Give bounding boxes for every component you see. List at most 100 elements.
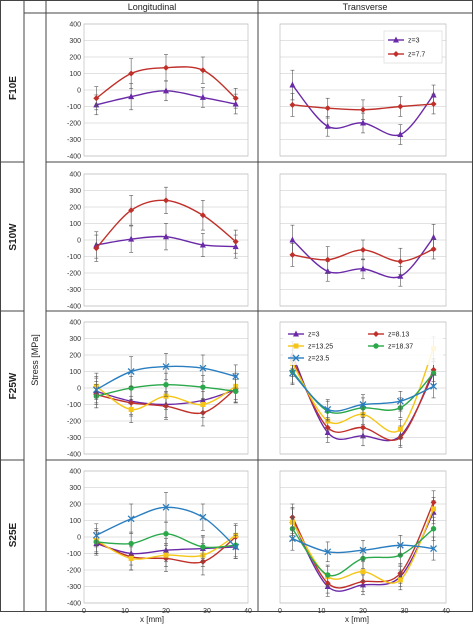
data-point <box>199 212 206 219</box>
y-axis-label: Stress [MPa] <box>30 334 40 386</box>
data-point <box>200 384 206 390</box>
x-tick-label: 40 <box>442 608 450 615</box>
data-point <box>430 370 437 376</box>
panel-f25w-longitudinal: -400 -300 -200 -100 0 100 200 300 400 <box>67 320 249 459</box>
legend-box <box>283 325 443 365</box>
data-point <box>430 382 438 390</box>
row-label-f25w: F25W <box>8 372 19 399</box>
legend-label: z=13.25 <box>308 344 333 351</box>
series-z-7-7 <box>289 238 437 275</box>
y-tick-label: -300 <box>67 584 81 591</box>
header-transverse: Transverse <box>343 2 388 12</box>
series-z-23-5 <box>288 526 438 563</box>
data-point <box>430 234 437 241</box>
y-tick-label: -300 <box>67 435 81 442</box>
data-point <box>128 540 134 547</box>
y-tick-label: 300 <box>69 38 81 45</box>
legend-label: z=8.13 <box>388 332 409 339</box>
data-point <box>199 241 206 248</box>
y-tick-label: 100 <box>69 221 81 228</box>
x-tick-label: 0 <box>278 608 282 615</box>
legend-label: z=7.7 <box>408 52 425 59</box>
y-tick-label: -200 <box>67 121 81 128</box>
y-tick-label: -100 <box>67 402 81 409</box>
data-point <box>232 543 240 551</box>
data-point <box>128 406 134 412</box>
data-point <box>163 197 169 204</box>
data-point <box>200 402 206 407</box>
y-tick-label: 200 <box>69 55 81 62</box>
y-tick-label: -400 <box>67 452 81 459</box>
x-tick-label: 10 <box>318 608 326 615</box>
y-tick-label: 0 <box>77 386 81 393</box>
data-point <box>360 265 366 272</box>
x-tick-label: 0 <box>82 608 86 615</box>
legend-box <box>383 30 443 64</box>
legend-label: z=23.5 <box>308 356 329 363</box>
series-z-3 <box>93 80 239 116</box>
data-point <box>163 382 169 388</box>
data-point <box>233 388 239 394</box>
data-point <box>289 251 296 258</box>
plot-area <box>83 470 249 604</box>
data-point <box>359 546 367 554</box>
data-point <box>199 364 207 372</box>
y-tick-label: 400 <box>69 22 81 29</box>
x-tick-label: 10 <box>121 608 129 615</box>
y-tick-label: 400 <box>69 469 81 476</box>
data-point <box>232 238 239 245</box>
data-point <box>431 506 437 512</box>
data-point <box>199 513 207 521</box>
data-point <box>92 531 100 539</box>
panel-f10e-transverse: z=3 z=7.7 <box>279 23 447 157</box>
legend-label: z=18.37 <box>388 344 413 351</box>
data-point <box>397 131 404 138</box>
series-z-23-5 <box>92 492 240 559</box>
data-point <box>324 548 332 556</box>
data-point <box>430 246 437 253</box>
y-tick-label: -400 <box>67 154 81 161</box>
x-tick-label: 40 <box>244 608 252 615</box>
panel-s10w-transverse <box>279 173 447 307</box>
data-point <box>324 105 331 112</box>
series-z-23-5 <box>92 353 240 404</box>
y-tick-label: 0 <box>77 88 81 95</box>
series-z-23-5 <box>288 361 438 420</box>
y-tick-label: 100 <box>69 369 81 376</box>
data-point <box>325 572 331 578</box>
data-point <box>92 386 100 394</box>
y-tick-label: 0 <box>77 535 81 542</box>
data-point <box>289 81 296 88</box>
data-point <box>232 95 239 102</box>
data-point <box>360 569 366 575</box>
data-point <box>397 258 404 265</box>
data-point <box>288 369 296 377</box>
legend: z=3 z=8.13 z=13.25 z=18.37 z=23.5 <box>283 325 443 365</box>
plot-area <box>279 173 447 307</box>
plot-area <box>83 321 249 455</box>
y-tick-label: -200 <box>67 419 81 426</box>
data-point <box>396 397 404 405</box>
table-grid <box>0 0 473 612</box>
y-tick-label: 0 <box>77 238 81 245</box>
x-axis-label-transverse: x [mm] <box>345 615 369 624</box>
data-point <box>199 67 206 74</box>
y-tick-label: -100 <box>67 551 81 558</box>
plot-area <box>83 173 249 307</box>
series-z-3 <box>289 224 437 287</box>
y-tick-label: 200 <box>69 205 81 212</box>
y-tick-label: 100 <box>69 518 81 525</box>
row-label-s25e: S25E <box>8 522 19 547</box>
panel-s25e-transverse: 0 10 20 30 40 <box>278 470 450 615</box>
x-tick-label: 20 <box>162 608 170 615</box>
data-point <box>163 531 169 537</box>
data-point <box>128 207 135 214</box>
data-point <box>288 535 296 543</box>
y-tick-label: -400 <box>67 304 81 311</box>
data-point <box>93 95 100 102</box>
data-point <box>232 372 240 380</box>
header-longitudinal: Longitudinal <box>128 2 177 12</box>
data-point <box>163 64 169 71</box>
x-axis-label: x [mm] <box>140 615 164 624</box>
panel-f25w-transverse: z=3 z=8.13 z=13.25 z=18.37 z=23.5 <box>279 321 447 455</box>
